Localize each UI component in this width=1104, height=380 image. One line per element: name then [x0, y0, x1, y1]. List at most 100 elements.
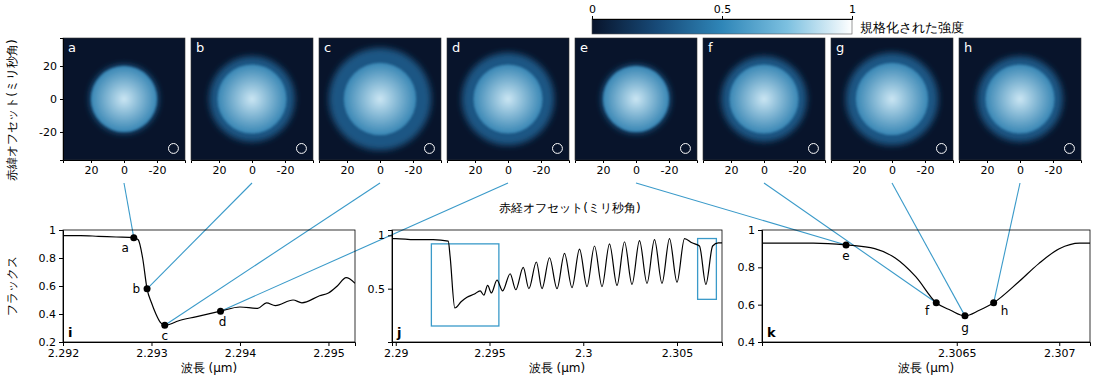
colorbar — [592, 19, 852, 34]
colorbar-axis-line — [593, 16, 853, 20]
panel-y-tick-label: 0 — [50, 93, 57, 106]
y-tick-label: 0.8 — [39, 252, 57, 265]
x-tick-label: 2.3065 — [938, 347, 977, 360]
colorbar-tick-mark — [852, 16, 853, 19]
panel-frame — [703, 38, 825, 160]
y-tick: 0.4 — [738, 336, 763, 349]
y-tick-label: 0.4 — [39, 308, 57, 321]
spectrum-line — [63, 236, 355, 326]
panel-x-tick-label: 0 — [249, 164, 256, 177]
panel-x-tick-mark — [475, 160, 476, 163]
panel-x-tick-mark — [859, 160, 860, 163]
point — [217, 308, 224, 315]
y-tick: 0.6 — [738, 299, 763, 312]
colorbar-tick-mark — [592, 16, 593, 19]
point — [161, 322, 168, 329]
y-tick-mark — [388, 289, 392, 290]
x-tick: 2.307 — [1044, 342, 1076, 360]
connector — [636, 183, 846, 245]
halo — [977, 56, 1063, 142]
x-axis-title: 波長 (μm) — [529, 361, 586, 375]
image-panel — [191, 38, 313, 160]
panel-y-tick-mark — [60, 132, 63, 133]
points: efgh — [842, 241, 1008, 334]
image-panel — [831, 38, 953, 160]
beam — [681, 144, 691, 154]
y-tick-mark — [59, 230, 63, 231]
spectrum-line — [392, 239, 722, 308]
panel-x-tick-mark — [636, 160, 637, 163]
panel-x-axis: 200-20 — [576, 160, 698, 177]
panel-frame — [63, 38, 185, 160]
panel-x-tick: 0 — [1017, 160, 1024, 177]
x-tick: 2.295 — [474, 342, 506, 360]
stellar-disk — [856, 63, 929, 136]
panel-frame — [319, 38, 441, 160]
panel-y-axis-line — [60, 39, 64, 161]
panel-background — [191, 38, 313, 160]
halo — [89, 64, 158, 133]
point — [933, 299, 940, 306]
panel-x-tick-mark — [157, 160, 158, 163]
panel-frame — [575, 38, 697, 160]
panel-letter: a — [68, 40, 76, 55]
beam — [169, 144, 179, 154]
panel-background — [959, 38, 1081, 160]
x-tick-label: 2.305 — [662, 347, 694, 360]
colorbar-tick-label: 1 — [849, 3, 856, 16]
panel-x-tick-label: -20 — [276, 164, 294, 177]
panel-x-axis-line — [192, 161, 314, 164]
y-tick-mark — [388, 235, 392, 236]
beam — [553, 144, 563, 154]
panel-background — [831, 38, 953, 160]
panel-x-axis-line — [704, 161, 826, 164]
panel-frame — [959, 38, 1081, 160]
image-panel — [63, 38, 185, 160]
panel-x-axis-line — [64, 161, 186, 164]
panel-x-tick-label: 0 — [377, 164, 384, 177]
panel-x-tick: -20 — [276, 160, 294, 177]
y-axis-line — [59, 231, 64, 343]
colorbar-tick: 0 — [589, 3, 596, 19]
y-tick-mark — [758, 342, 762, 343]
halo — [846, 53, 938, 145]
y-tick-mark — [758, 267, 762, 268]
point — [144, 285, 151, 292]
panel-x-tick-label: 0 — [1017, 164, 1024, 177]
panel-x-tick-label: 20 — [981, 164, 995, 177]
colorbar-tick-mark — [722, 16, 723, 19]
stellar-disk — [91, 66, 157, 132]
x-tick: 2.3 — [575, 342, 593, 360]
x-axis-title: 赤経オフセット(ミリ秒角) — [499, 201, 640, 215]
x-tick: 2.294 — [225, 342, 257, 360]
panel-x-tick-mark — [1020, 160, 1021, 163]
panel-x-tick-label: -20 — [916, 164, 934, 177]
point — [130, 234, 137, 241]
panel-x-tick: 0 — [761, 160, 768, 177]
panel-x-tick: 20 — [213, 160, 227, 177]
panel-x-tick-label: 20 — [469, 164, 483, 177]
point-label: c — [161, 329, 168, 343]
y-tick: 1 — [49, 224, 63, 237]
panel-x-tick-mark — [731, 160, 732, 163]
y-tick-mark — [59, 314, 63, 315]
y-tick-label: 0.6 — [738, 299, 756, 312]
y-axis: 0.40.60.81 — [738, 224, 763, 349]
panel-y-tick-mark — [60, 99, 63, 100]
point-label: a — [121, 241, 128, 255]
panel-x-tick-mark — [219, 160, 220, 163]
y-tick-mark — [758, 305, 762, 306]
panel-y-tick: 0 — [50, 93, 63, 106]
panel-x-tick: 20 — [853, 160, 867, 177]
panel-y-tick: 20 — [43, 60, 63, 73]
colorbar-label: 規格化された強度 — [860, 20, 964, 35]
panel-x-axis-line — [960, 161, 1082, 164]
panel-x-tick-label: 20 — [597, 164, 611, 177]
panel-x-axis-line — [448, 161, 570, 164]
panel-x-axis: 200-20 — [960, 160, 1082, 177]
image-panel — [319, 38, 441, 160]
x-tick-mark — [240, 342, 241, 346]
panel-x-tick: -20 — [788, 160, 806, 177]
y-axis: 0.20.40.60.81 — [39, 224, 64, 349]
y-tick-label: 1 — [378, 229, 385, 242]
